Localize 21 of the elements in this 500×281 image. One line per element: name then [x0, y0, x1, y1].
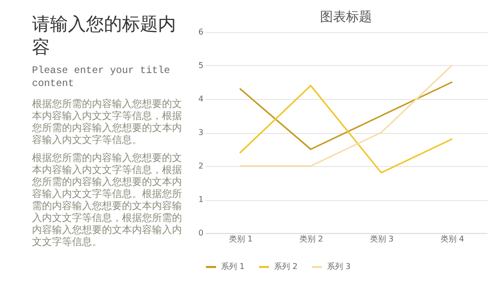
y-tick-label: 5 — [198, 61, 204, 70]
x-tick-label: 类别 4 — [440, 234, 464, 244]
text: Please enter your title content — [32, 65, 172, 91]
legend-label: 系列 3 — [327, 262, 351, 271]
text: 根据您所需的内容输入您想要的文本内容输入内文文字等信息，根据您所需的内容输入您想要的文本内容输入内文文字等信息。 — [32, 99, 182, 147]
x-tick-label: 类别 2 — [299, 234, 324, 244]
legend-label: 系列 1 — [221, 262, 245, 271]
x-tick-label: 类别 1 — [228, 234, 253, 244]
y-tick-label: 0 — [198, 228, 204, 238]
line-series — [240, 82, 452, 150]
chart-title: 图表标题 — [320, 10, 372, 25]
y-tick-label: 4 — [198, 94, 204, 104]
x-tick-label: 类别 3 — [370, 234, 394, 244]
text: 根据您所需的内容输入您想要的文本内容输入内文文字等信息，根据您所需的内容输入您想要的文本内容输入内文文字等信息。根据您所需的内容输入您想要的文本内容输入内文文字等信息，根据您所需的内容输入您想要的文本内容输入内文文字等信息。 — [32, 153, 182, 249]
text: 请输入您的标题内容 — [32, 14, 177, 59]
y-tick-label: 2 — [198, 162, 204, 170]
y-tick-label: 1 — [198, 195, 204, 204]
legend-label: 系列 2 — [274, 262, 298, 271]
y-tick-label: 3 — [198, 128, 204, 137]
line-series — [240, 84, 452, 174]
y-tick-label: 6 — [198, 28, 204, 36]
